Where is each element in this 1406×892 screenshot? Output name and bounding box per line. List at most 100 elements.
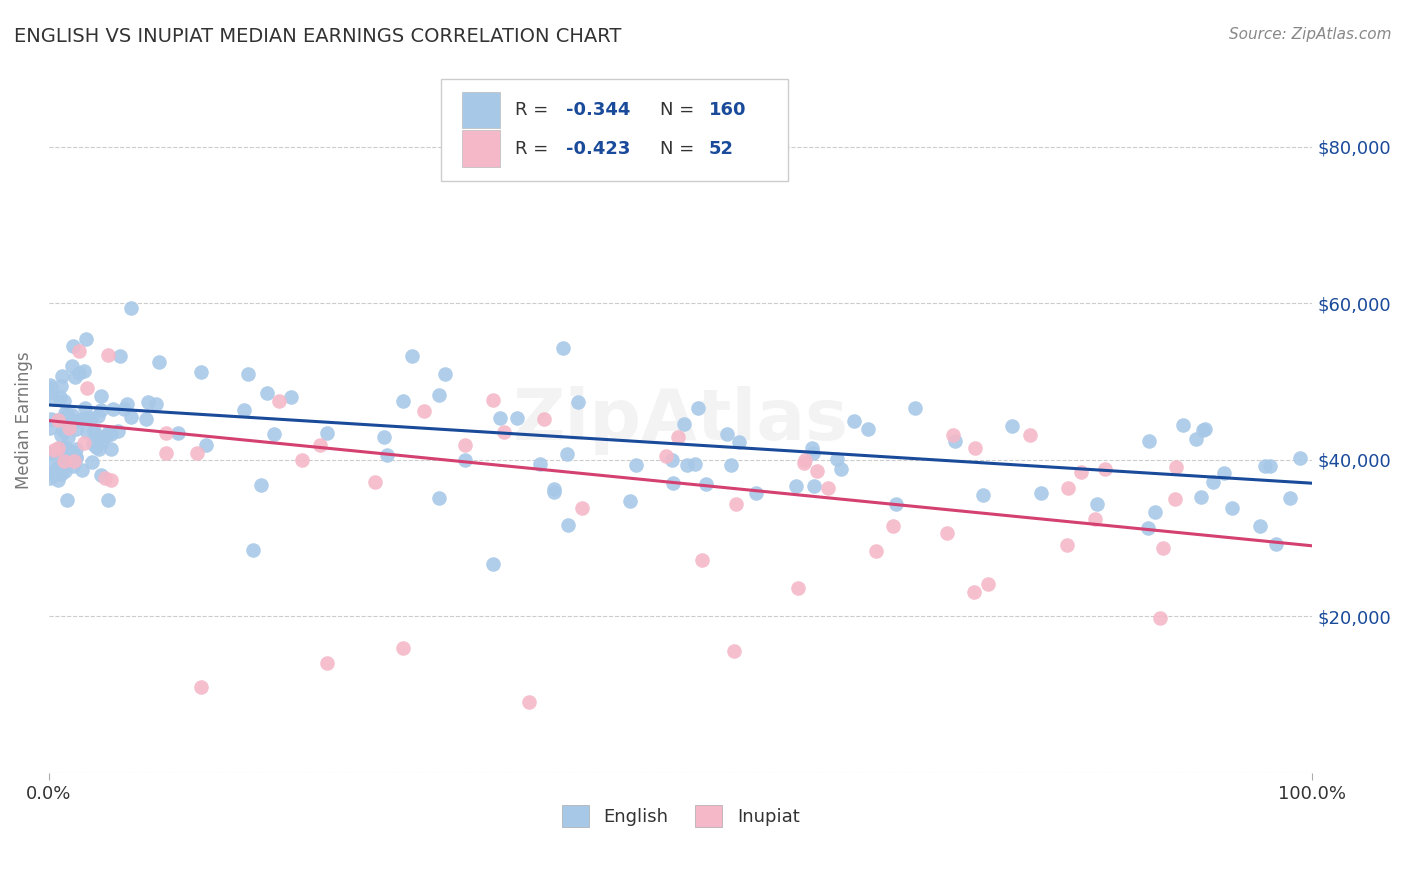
Point (506, 410, 529, 425)
Point (454, 438, 477, 452)
Point (232, 402, 254, 417)
Point (1278, 491, 1301, 505)
Point (236, 368, 259, 382)
Point (62, 444, 84, 458)
Point (529, 457, 551, 471)
Point (56, 407, 79, 421)
Point (801, 446, 824, 460)
Point (1137, 434, 1160, 448)
Point (46, 441, 69, 455)
Legend: English, Inupiat: English, Inupiat (554, 797, 807, 834)
Point (661, 453, 683, 467)
Point (256, 386, 278, 401)
Point (55, 456, 77, 470)
Point (58, 429, 80, 443)
Point (551, 341, 574, 355)
Point (412, 404, 434, 418)
Point (1018, 428, 1040, 442)
Point (166, 425, 188, 440)
Point (65, 422, 87, 436)
Point (803, 479, 825, 493)
Point (145, 397, 167, 411)
Point (155, 426, 177, 441)
Point (1189, 490, 1212, 504)
Point (1173, 417, 1195, 432)
Point (63, 414, 86, 428)
Point (49, 379, 72, 393)
Point (76, 381, 98, 395)
Text: Source: ZipAtlas.com: Source: ZipAtlas.com (1229, 27, 1392, 42)
Point (84, 427, 107, 442)
Point (489, 411, 512, 425)
Point (62, 458, 84, 473)
Point (454, 452, 477, 467)
Point (1222, 501, 1244, 516)
Point (725, 497, 748, 511)
Point (39, 446, 62, 460)
Point (427, 388, 450, 402)
Point (53, 449, 76, 463)
Point (624, 458, 647, 472)
Point (65, 442, 87, 456)
Point (963, 441, 986, 455)
Point (882, 519, 904, 533)
Point (39, 377, 62, 392)
Point (492, 425, 515, 440)
Point (80, 411, 103, 425)
Point (567, 395, 589, 409)
Point (1184, 432, 1206, 446)
Point (46, 412, 69, 426)
Point (82, 436, 104, 450)
Text: -0.423: -0.423 (565, 140, 630, 158)
FancyBboxPatch shape (463, 92, 501, 128)
Point (80, 455, 103, 469)
Point (115, 397, 138, 411)
Point (73, 436, 96, 450)
Point (190, 365, 212, 379)
Point (727, 435, 749, 450)
Point (83, 424, 105, 438)
Point (1194, 422, 1216, 436)
Point (46, 460, 69, 475)
Point (52, 414, 75, 428)
Point (263, 427, 285, 442)
Point (364, 475, 387, 489)
Point (865, 544, 887, 558)
Point (86, 409, 108, 424)
Point (1143, 506, 1166, 520)
Point (1164, 460, 1187, 475)
Point (51, 467, 73, 481)
FancyBboxPatch shape (463, 130, 501, 167)
Point (41, 466, 63, 480)
FancyBboxPatch shape (440, 79, 789, 181)
Text: R =: R = (515, 140, 554, 158)
Point (1085, 497, 1108, 511)
Point (943, 434, 966, 449)
Point (543, 484, 565, 499)
Point (1057, 481, 1080, 495)
Point (1258, 458, 1281, 473)
Point (792, 456, 814, 470)
Point (46, 445, 69, 459)
Text: -0.344: -0.344 (565, 101, 630, 119)
Point (148, 355, 170, 369)
Point (533, 412, 555, 426)
Point (941, 428, 963, 442)
Point (53, 440, 76, 454)
Point (60, 359, 83, 374)
Point (249, 478, 271, 492)
Point (291, 453, 314, 467)
Point (56, 493, 79, 508)
Point (391, 640, 413, 655)
Point (75, 411, 97, 425)
Point (482, 393, 505, 408)
Point (96, 493, 118, 508)
Point (716, 427, 738, 442)
Point (65, 451, 87, 466)
Point (76, 425, 98, 439)
Point (427, 491, 450, 505)
Point (186, 446, 208, 460)
Point (785, 479, 807, 493)
Point (1152, 541, 1174, 556)
Point (138, 395, 160, 409)
